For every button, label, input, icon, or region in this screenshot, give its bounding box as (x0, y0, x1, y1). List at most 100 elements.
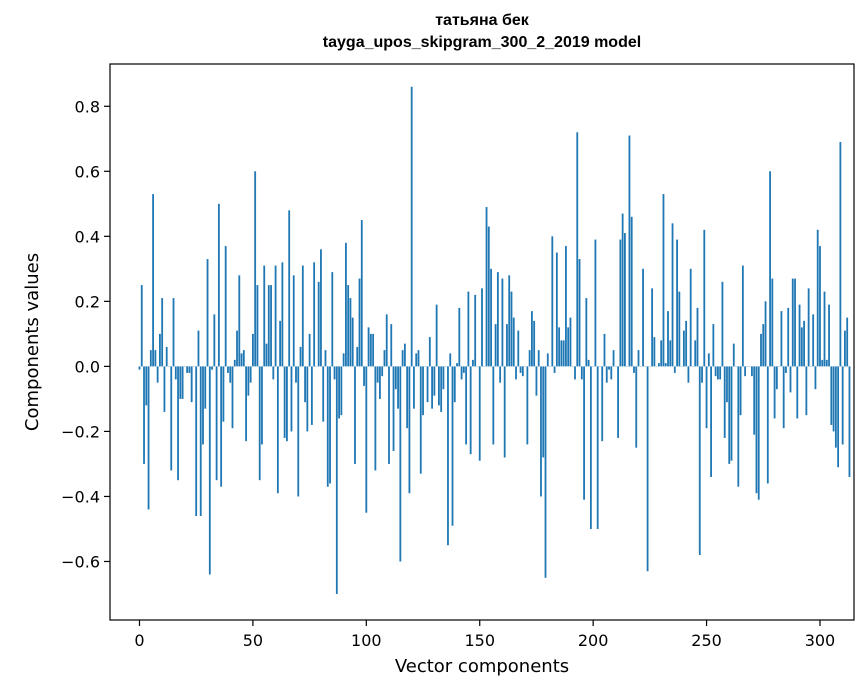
bar-74 (306, 366, 309, 432)
bar-276 (764, 301, 767, 367)
bar-109 (385, 314, 388, 367)
bar-243 (689, 268, 692, 367)
bar-236 (673, 366, 676, 373)
bar-293 (803, 320, 805, 367)
bar-121 (413, 366, 415, 409)
bar-220 (637, 350, 640, 367)
bar-139 (453, 366, 456, 403)
y-tick-label: 0.2 (75, 292, 100, 311)
bar-25 (195, 366, 198, 516)
bar-144 (465, 366, 468, 445)
bar-104 (374, 366, 377, 471)
bar-173 (531, 311, 533, 367)
bar-302 (823, 291, 826, 367)
bar-163 (508, 275, 511, 367)
x-tick-label: 200 (578, 631, 609, 650)
bar-26 (197, 330, 200, 367)
bar-283 (780, 311, 783, 367)
bar-202 (596, 366, 599, 529)
bar-79 (317, 281, 320, 367)
bar-224 (646, 366, 649, 572)
bar-213 (621, 213, 624, 367)
bar-207 (608, 366, 610, 370)
x-tick-label: 50 (243, 631, 263, 650)
bar-189 (567, 327, 570, 367)
bar-110 (388, 366, 390, 464)
bar-18 (179, 366, 182, 399)
bar-272 (755, 366, 758, 494)
bar-37 (222, 366, 225, 422)
bar-125 (422, 366, 424, 416)
bar-61 (276, 366, 279, 494)
bar-85 (331, 272, 334, 367)
bar-41 (231, 366, 234, 429)
bar-137 (449, 353, 452, 367)
bar-94 (351, 317, 354, 367)
bar-133 (440, 366, 443, 412)
bar-285 (785, 366, 787, 373)
bar-17 (177, 366, 179, 481)
y-tick-label: −0.6 (61, 552, 100, 571)
bar-240 (682, 330, 685, 367)
bar-89 (340, 366, 343, 416)
bar-214 (624, 233, 626, 367)
bar-60 (274, 265, 277, 367)
bar-22 (188, 366, 191, 373)
bar-300 (819, 246, 821, 367)
bar-39 (227, 366, 229, 373)
bar-204 (601, 366, 604, 442)
bar-124 (419, 366, 422, 474)
bar-119 (408, 366, 411, 494)
bar-246 (696, 307, 699, 367)
bar-308 (837, 366, 840, 468)
bar-178 (542, 366, 545, 458)
bar-299 (816, 229, 819, 367)
bar-271 (753, 366, 756, 435)
bar-103 (372, 333, 375, 367)
bar-44 (238, 275, 241, 367)
bar-82 (324, 350, 327, 367)
bar-198 (587, 359, 590, 367)
bar-197 (585, 298, 588, 367)
bar-256 (719, 366, 722, 380)
x-tick-label: 150 (464, 631, 495, 650)
bar-56 (265, 343, 268, 367)
bar-1 (140, 285, 143, 367)
bar-48 (247, 366, 250, 396)
bar-27 (199, 366, 202, 516)
bar-161 (503, 366, 506, 458)
bar-253 (712, 324, 715, 367)
bar-266 (741, 265, 744, 367)
bar-76 (310, 366, 313, 425)
bar-75 (308, 333, 311, 367)
bar-138 (451, 366, 454, 526)
bar-10 (161, 298, 164, 367)
bar-274 (760, 333, 762, 367)
bar-216 (628, 135, 631, 367)
bar-184 (555, 252, 558, 367)
bar-289 (794, 278, 796, 367)
bar-270 (751, 366, 753, 377)
bar-80 (320, 249, 322, 367)
bar-227 (653, 337, 656, 367)
bar-194 (578, 259, 581, 367)
bar-305 (830, 366, 833, 425)
bar-series (138, 86, 851, 594)
bar-28 (202, 366, 204, 445)
bar-100 (365, 366, 368, 513)
chart-title: татьяна бек (435, 12, 529, 29)
bar-217 (630, 216, 633, 367)
bar-63 (281, 262, 284, 367)
bar-311 (844, 330, 846, 367)
bar-47 (245, 366, 247, 442)
bar-294 (805, 366, 808, 416)
bar-122 (415, 353, 418, 367)
bar-62 (279, 320, 282, 367)
bar-167 (517, 330, 520, 367)
bar-260 (728, 366, 731, 464)
bar-107 (381, 366, 384, 377)
bar-151 (481, 288, 483, 367)
bar-19 (181, 366, 184, 399)
bar-201 (594, 239, 597, 367)
